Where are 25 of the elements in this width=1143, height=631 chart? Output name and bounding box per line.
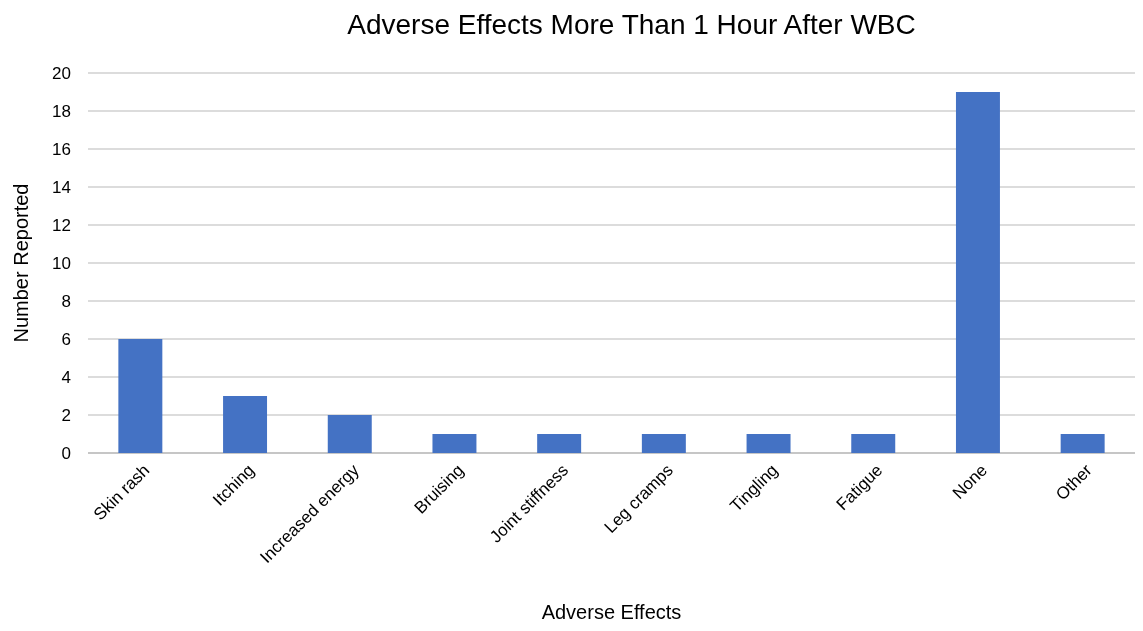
y-tick-label: 4 bbox=[61, 367, 71, 387]
bar bbox=[537, 434, 582, 453]
bar bbox=[641, 434, 686, 453]
y-tick-label: 2 bbox=[61, 405, 71, 425]
bar bbox=[1060, 434, 1105, 453]
x-tick-label: Skin rash bbox=[89, 460, 154, 525]
y-tick-label: 18 bbox=[52, 101, 71, 121]
y-tick-label: 12 bbox=[52, 215, 71, 235]
bar bbox=[327, 415, 372, 453]
x-axis-title: Adverse Effects bbox=[541, 601, 682, 623]
y-tick-label: 6 bbox=[61, 329, 71, 349]
y-tick-label: 20 bbox=[52, 63, 71, 83]
y-tick-label: 0 bbox=[61, 443, 71, 463]
y-tick-label: 14 bbox=[52, 177, 71, 197]
bar bbox=[432, 434, 477, 453]
y-tick-label: 8 bbox=[61, 291, 71, 311]
bar bbox=[746, 434, 791, 453]
bar bbox=[851, 434, 896, 453]
y-tick-label: 16 bbox=[52, 139, 71, 159]
bar bbox=[118, 339, 163, 453]
bar bbox=[223, 396, 268, 453]
chart-title: Adverse Effects More Than 1 Hour After WBC bbox=[347, 9, 916, 40]
bar bbox=[955, 92, 1000, 453]
y-axis-title: Number Reported bbox=[10, 183, 32, 343]
y-tick-label: 10 bbox=[52, 253, 71, 273]
